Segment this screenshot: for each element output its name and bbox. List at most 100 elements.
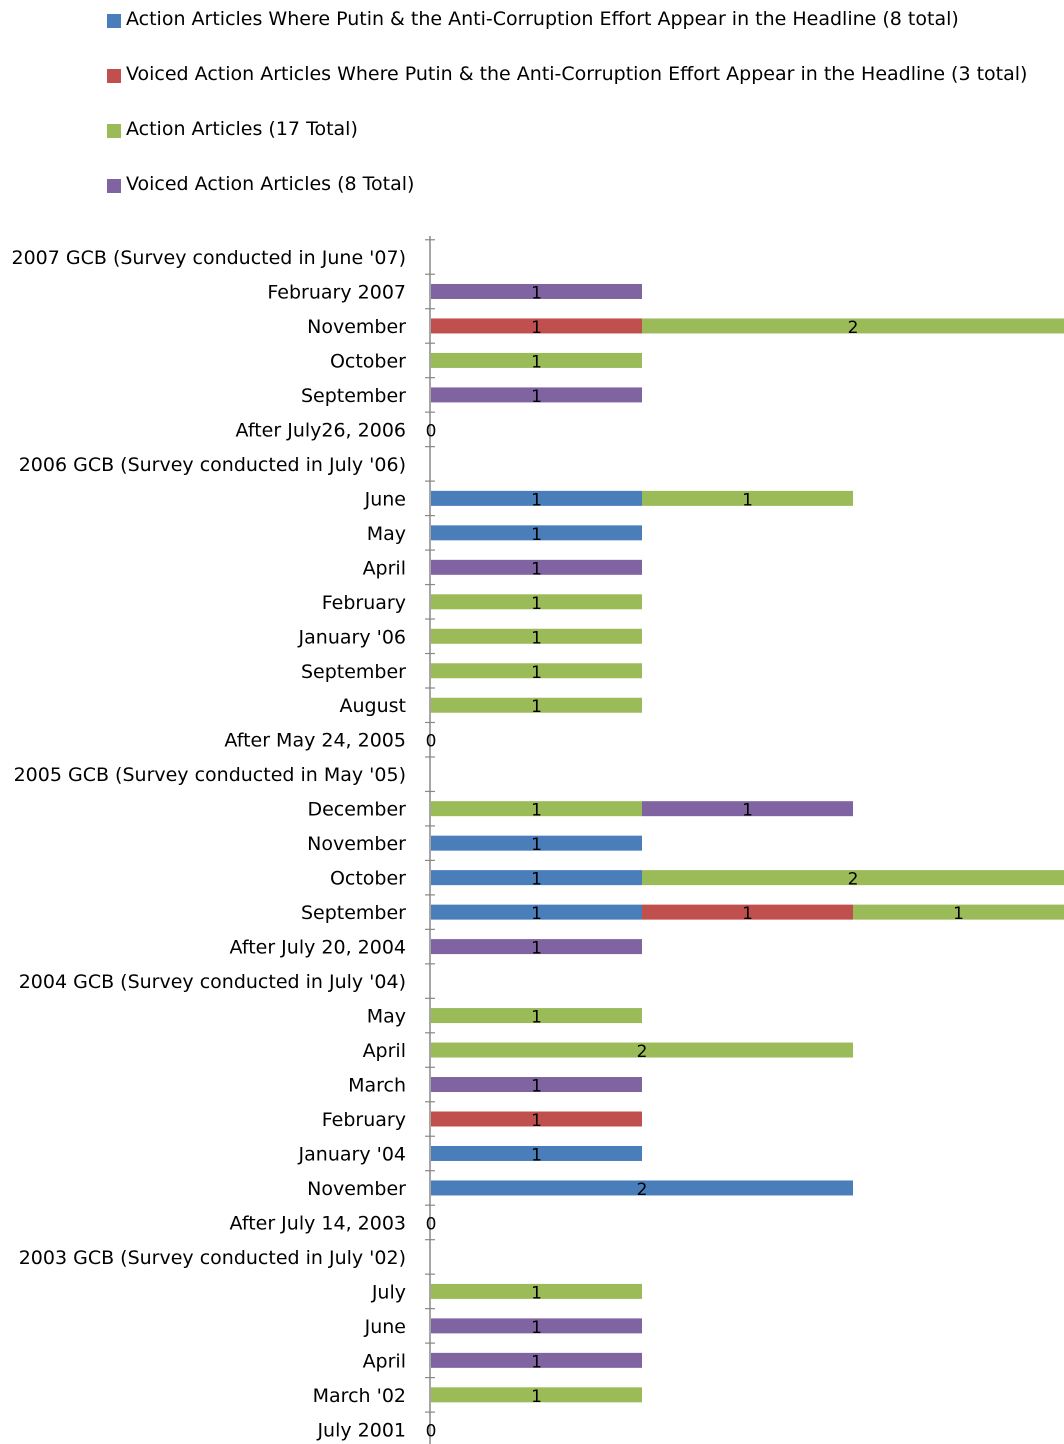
category-tick-label: May <box>367 523 406 545</box>
bar-segment <box>431 939 642 955</box>
bar-value-label: 1 <box>531 628 542 648</box>
bar-value-label: 1 <box>531 939 542 959</box>
bar-value-label: 2 <box>637 1042 648 1062</box>
zero-value-label: 0 <box>426 421 437 441</box>
bar-segment <box>431 559 642 575</box>
bar-segment <box>431 904 642 920</box>
category-tick-label: April <box>363 1040 406 1062</box>
bar-segment <box>431 870 642 886</box>
bar-segment <box>431 1077 642 1093</box>
bar-value-label: 1 <box>531 318 542 338</box>
bar-segment <box>642 490 853 506</box>
bar-segment <box>431 835 642 851</box>
category-tick-label: September <box>301 661 406 683</box>
bar-value-label: 1 <box>742 801 753 821</box>
bar-value-label: 1 <box>531 1111 542 1131</box>
legend-swatch-green <box>107 124 121 138</box>
bar-value-label: 1 <box>531 283 542 303</box>
bar-value-label: 2 <box>637 1180 648 1200</box>
category-tick-label: 2006 GCB (Survey conducted in July '06) <box>19 454 406 476</box>
category-tick-label: March '02 <box>313 1385 406 1407</box>
bar-value-label: 1 <box>531 801 542 821</box>
category-tick-label: October <box>330 868 406 890</box>
bar-value-label: 1 <box>953 904 964 924</box>
bar-segment <box>431 1145 642 1161</box>
bar-value-label: 1 <box>531 697 542 717</box>
category-tick-label: November <box>307 833 406 855</box>
bar-value-label: 1 <box>531 1145 542 1165</box>
legend-label-red: Voiced Action Articles Where Putin & the… <box>126 63 1028 85</box>
bar-value-label: 1 <box>531 559 542 579</box>
category-tick-label: February <box>322 1109 406 1131</box>
bar-segment <box>431 1008 642 1024</box>
legend-swatch-red <box>107 69 121 83</box>
bar-value-label: 1 <box>531 352 542 372</box>
zero-value-label: 0 <box>426 1214 437 1234</box>
bar-segment <box>431 490 642 506</box>
bar-value-label: 2 <box>848 318 859 338</box>
bar-segment <box>431 1111 642 1127</box>
bars-layer <box>431 283 1064 1403</box>
category-tick-label: September <box>301 385 406 407</box>
category-tick-label: August <box>340 695 407 717</box>
bar-value-label: 1 <box>531 1352 542 1372</box>
category-tick-label: April <box>363 1350 406 1372</box>
bar-segment <box>431 801 642 817</box>
category-tick-label: March <box>348 1075 406 1097</box>
category-tick-label: September <box>301 902 406 924</box>
category-tick-label: October <box>330 350 406 372</box>
bar-segment <box>431 283 642 299</box>
category-tick-label: 2003 GCB (Survey conducted in July '02) <box>19 1247 406 1269</box>
bar-value-label: 1 <box>531 870 542 890</box>
bar-value-label: 2 <box>848 870 859 890</box>
bar-segment <box>431 525 642 541</box>
category-tick-label: November <box>307 316 406 338</box>
bar-value-label: 1 <box>531 1318 542 1338</box>
bar-segment <box>431 594 642 610</box>
bar-segment <box>431 1318 642 1334</box>
bar-value-label: 1 <box>742 904 753 924</box>
bar-segment <box>642 870 1064 886</box>
category-tick-label: After May 24, 2005 <box>224 730 406 752</box>
bar-segment <box>431 1180 853 1196</box>
legend-swatch-purple <box>107 179 121 193</box>
bar-segment <box>853 904 1064 920</box>
bar-value-label: 1 <box>531 387 542 407</box>
category-axis: 2007 GCB (Survey conducted in June '07) F… <box>12 236 435 1444</box>
bar-value-label: 1 <box>742 490 753 510</box>
bar-segment <box>431 1352 642 1368</box>
category-tick-label: May <box>367 1006 406 1028</box>
bar-segment <box>431 1387 642 1403</box>
category-tick-label: 2007 GCB (Survey conducted in June '07) <box>12 247 407 269</box>
category-tick-label: February <box>322 592 406 614</box>
category-tick-label: February 2007 <box>267 281 406 303</box>
bar-segment <box>431 697 642 713</box>
labels-layer: 1 1 2 1 1 0 1 1 1 1 1 1 1 1 0 1 1 1 1 2 1 1 1 1 1 2 1 1 1 2 0 1 1 1 1 0 <box>426 283 964 1441</box>
bar-value-label: 1 <box>531 1008 542 1028</box>
category-tick-label: July 2001 <box>316 1419 406 1441</box>
legend-label-blue: Action Articles Where Putin & the Anti-C… <box>126 8 959 30</box>
bar-segment <box>431 1042 853 1058</box>
category-tick-label: After July26, 2006 <box>236 419 406 441</box>
bar-value-label: 1 <box>531 663 542 683</box>
bar-segment <box>642 318 1064 334</box>
zero-value-label: 0 <box>426 1421 437 1441</box>
bar-value-label: 1 <box>531 490 542 510</box>
bar-value-label: 1 <box>531 1283 542 1303</box>
category-tick-label: June <box>364 488 406 510</box>
legend-label-purple: Voiced Action Articles (8 Total) <box>126 173 415 195</box>
bar-value-label: 1 <box>531 904 542 924</box>
bar-segment <box>642 801 853 817</box>
bar-segment <box>431 352 642 368</box>
bar-segment <box>431 318 642 334</box>
legend-swatch-blue <box>107 14 121 28</box>
bar-value-label: 1 <box>531 835 542 855</box>
bar-value-label: 1 <box>531 594 542 614</box>
bar-value-label: 1 <box>531 1077 542 1097</box>
category-tick-label: April <box>363 557 406 579</box>
category-tick-label: January '06 <box>298 626 406 648</box>
category-tick-label: June <box>364 1316 406 1338</box>
category-tick-label: 2004 GCB (Survey conducted in July '04) <box>19 971 406 993</box>
bar-segment <box>642 904 853 920</box>
